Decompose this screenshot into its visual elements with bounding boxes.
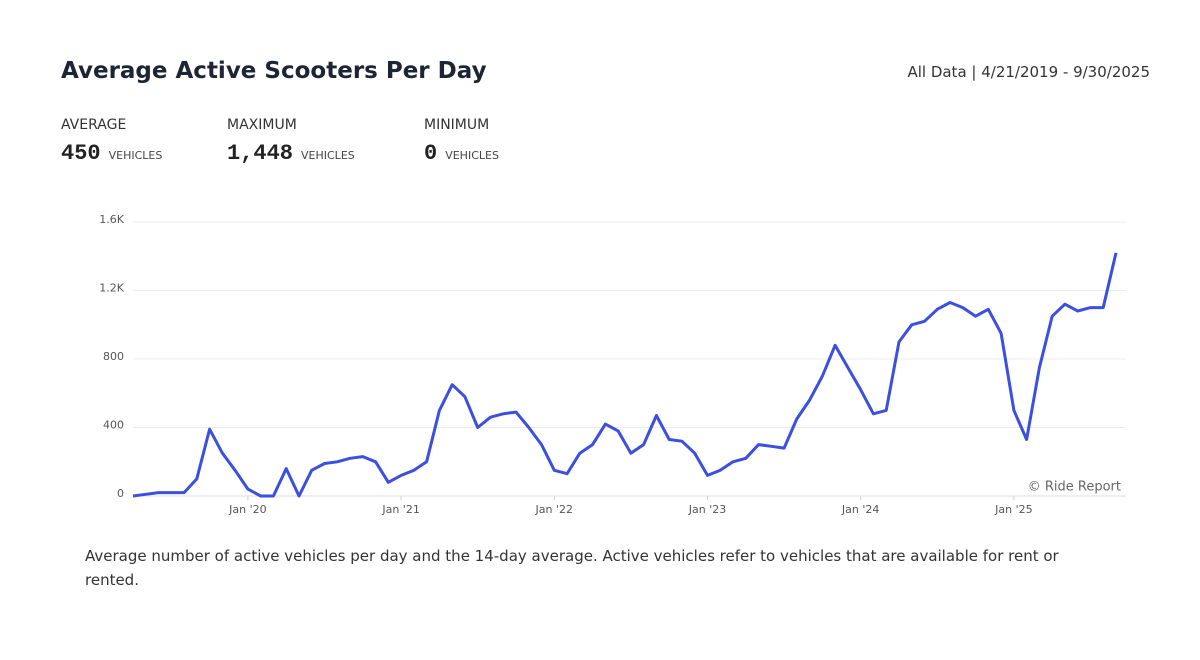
- stat-unit: VEHICLES: [445, 149, 499, 162]
- stat-value-row: 1,448 VEHICLES: [227, 141, 355, 166]
- stat-value: 0: [424, 141, 438, 166]
- date-range[interactable]: All Data | 4/21/2019 - 9/30/2025: [907, 63, 1150, 81]
- stat-unit: VEHICLES: [301, 149, 355, 162]
- stat-value: 450: [61, 141, 101, 166]
- annotation: © Ride Report: [1028, 480, 1121, 495]
- y-tick-label: 0: [117, 487, 124, 500]
- caption: Average number of active vehicles per da…: [85, 547, 1059, 589]
- x-tick-label: Jan '21: [381, 503, 419, 516]
- x-tick-label: Jan '24: [841, 503, 879, 516]
- stat-label: MAXIMUM: [227, 117, 297, 133]
- x-tick-label: Jan '20: [228, 503, 266, 516]
- y-tick-label: 400: [103, 419, 124, 432]
- line: [132, 252, 1118, 498]
- x-tick-label: Jan '25: [994, 503, 1032, 516]
- stat-label: AVERAGE: [61, 117, 127, 133]
- stat-value: 1,448: [227, 141, 294, 166]
- x-tick-label: Jan '23: [688, 503, 726, 516]
- y-tick-label: 800: [103, 350, 124, 363]
- x-tick-label: Jan '22: [535, 503, 573, 516]
- stat-label: MINIMUM: [424, 117, 490, 133]
- y-tick-label: 1.6K: [99, 213, 124, 226]
- title: Average Active Scooters Per Day: [61, 58, 487, 84]
- y-tick-label: 1.2K: [99, 282, 124, 295]
- stat-value-row: 450 VEHICLES: [61, 141, 162, 166]
- stat-unit: VEHICLES: [108, 149, 163, 162]
- stat-value-row: 0 VEHICLES: [424, 141, 499, 166]
